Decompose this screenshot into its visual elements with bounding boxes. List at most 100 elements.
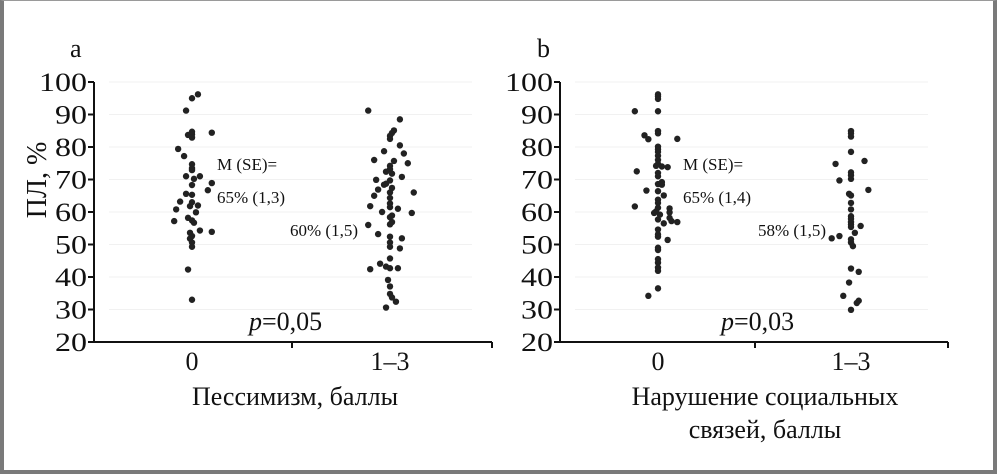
data-point bbox=[836, 232, 843, 240]
data-point bbox=[188, 134, 196, 141]
data-point bbox=[654, 226, 662, 233]
panel-label: a bbox=[70, 34, 82, 63]
data-point bbox=[208, 228, 215, 236]
data-point bbox=[847, 199, 855, 207]
data-point bbox=[396, 116, 404, 123]
data-point bbox=[847, 206, 855, 213]
data-point bbox=[196, 173, 204, 180]
data-point bbox=[382, 168, 390, 175]
data-point bbox=[654, 108, 662, 115]
data-point bbox=[174, 145, 182, 153]
data-point bbox=[410, 189, 417, 196]
data-point bbox=[388, 170, 396, 177]
y-tick-label: 40 bbox=[521, 263, 553, 292]
data-point bbox=[370, 156, 378, 164]
data-point bbox=[204, 187, 212, 194]
y-tick-label: 80 bbox=[521, 133, 553, 162]
data-point bbox=[188, 166, 196, 174]
data-point bbox=[392, 298, 400, 305]
data-point bbox=[386, 283, 394, 290]
data-point bbox=[658, 181, 666, 188]
data-point bbox=[828, 235, 835, 242]
data-point bbox=[384, 276, 392, 284]
y-tick-label: 50 bbox=[521, 231, 553, 260]
data-point bbox=[390, 157, 398, 165]
data-point bbox=[376, 260, 384, 267]
panel-label: b bbox=[537, 34, 550, 63]
p-value-label: p=0,03 bbox=[719, 307, 794, 336]
y-tick-label: 80 bbox=[55, 133, 87, 162]
y-tick-label: 20 bbox=[55, 328, 87, 357]
data-point bbox=[674, 135, 681, 143]
data-point bbox=[188, 243, 196, 250]
mean-label-group-1: 58% (1,5) bbox=[758, 221, 826, 240]
data-point bbox=[367, 202, 374, 210]
data-point bbox=[645, 136, 652, 143]
data-point bbox=[180, 152, 188, 160]
y-tick-label: 30 bbox=[521, 296, 553, 325]
data-point bbox=[190, 219, 198, 226]
p-value-label: p=0,05 bbox=[247, 307, 322, 336]
data-point bbox=[186, 202, 194, 210]
data-point bbox=[658, 163, 666, 170]
data-point bbox=[660, 192, 667, 199]
data-point bbox=[188, 95, 196, 102]
data-point bbox=[664, 236, 671, 244]
mean-se-label: M (SE)= bbox=[683, 155, 743, 174]
data-point bbox=[853, 299, 860, 307]
data-point bbox=[865, 186, 872, 194]
data-point bbox=[652, 162, 660, 170]
data-point bbox=[847, 192, 855, 199]
data-point bbox=[654, 246, 662, 254]
data-point bbox=[170, 217, 178, 225]
data-point bbox=[380, 181, 388, 188]
data-point bbox=[847, 265, 855, 272]
mean-label-group-1: 60% (1,5) bbox=[290, 221, 358, 240]
mean-label-group-0: 65% (1,4) bbox=[683, 188, 751, 207]
data-point bbox=[382, 304, 390, 311]
data-point bbox=[208, 129, 215, 136]
data-point bbox=[654, 130, 662, 137]
data-point bbox=[674, 218, 681, 226]
data-point bbox=[840, 292, 847, 300]
data-point bbox=[188, 181, 196, 189]
data-point bbox=[847, 223, 855, 231]
y-tick-label: 90 bbox=[55, 101, 87, 130]
data-point bbox=[857, 222, 864, 230]
data-point bbox=[386, 194, 394, 202]
data-point bbox=[666, 209, 673, 216]
x-axis-label: связей, баллы bbox=[689, 415, 842, 444]
data-point bbox=[182, 173, 190, 180]
data-point bbox=[851, 229, 859, 236]
data-point bbox=[182, 107, 190, 114]
data-point bbox=[380, 148, 388, 155]
mean-se-label: M (SE)= bbox=[217, 155, 277, 174]
data-point bbox=[370, 192, 378, 199]
data-point bbox=[668, 217, 675, 225]
data-point bbox=[386, 221, 394, 228]
data-point bbox=[847, 175, 855, 183]
y-tick-label: 50 bbox=[55, 231, 87, 260]
data-point bbox=[861, 157, 868, 165]
y-tick-label: 70 bbox=[521, 166, 553, 195]
data-point bbox=[855, 268, 862, 275]
data-point bbox=[188, 128, 196, 135]
data-point bbox=[654, 188, 662, 195]
data-point bbox=[645, 292, 652, 300]
data-point bbox=[654, 285, 662, 292]
data-point bbox=[188, 296, 196, 303]
data-point bbox=[847, 306, 855, 314]
data-point bbox=[386, 135, 394, 143]
data-point bbox=[386, 214, 394, 221]
data-point bbox=[194, 91, 202, 98]
data-point bbox=[404, 160, 412, 167]
x-tick-label: 0 bbox=[652, 347, 665, 376]
data-point bbox=[847, 148, 855, 156]
y-tick-label: 30 bbox=[55, 296, 87, 325]
data-point bbox=[631, 108, 639, 115]
x-tick-label: 0 bbox=[186, 347, 199, 376]
data-point bbox=[631, 203, 639, 210]
y-tick-label: 70 bbox=[55, 166, 87, 195]
data-point bbox=[378, 208, 386, 216]
